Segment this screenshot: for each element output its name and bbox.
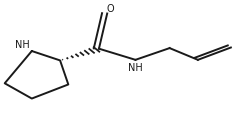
Text: O: O	[107, 4, 114, 14]
Text: NH: NH	[128, 63, 142, 73]
Text: NH: NH	[15, 40, 30, 50]
